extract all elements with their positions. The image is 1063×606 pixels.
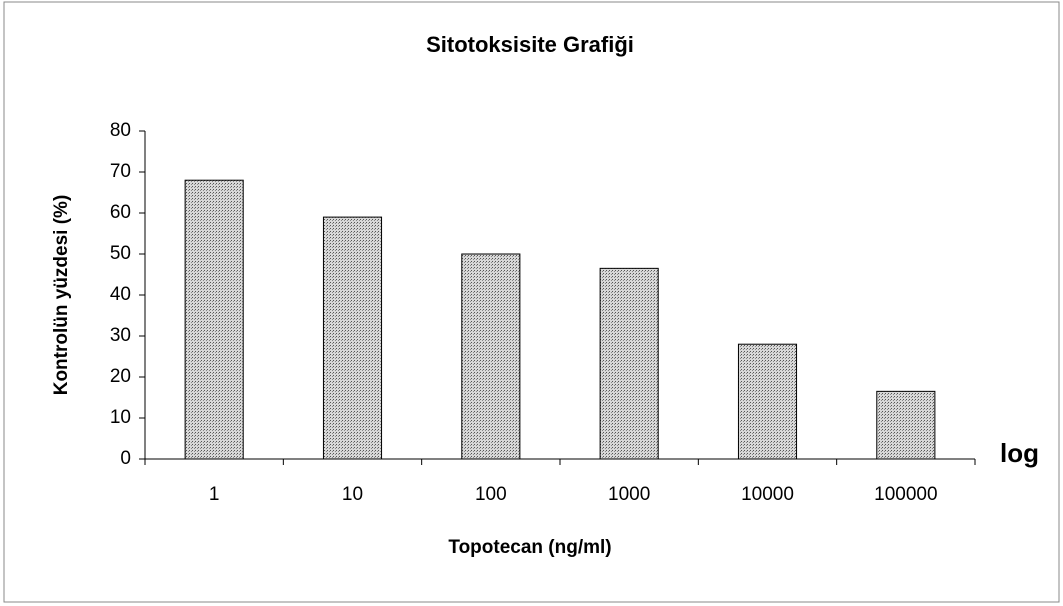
y-tick-label: 40 <box>110 284 131 305</box>
x-tick-label: 1 <box>209 484 220 505</box>
bar <box>876 390 936 460</box>
x-tick-label: 10 <box>342 484 363 505</box>
y-tick-label: 10 <box>110 407 131 428</box>
bar <box>599 267 659 460</box>
y-tick-label: 60 <box>110 202 131 223</box>
bar <box>184 179 244 460</box>
bar <box>737 343 798 460</box>
y-tick-label: 30 <box>110 325 131 346</box>
chart-frame <box>3 1 1060 603</box>
annotation: log <box>1000 438 1039 468</box>
x-axis-label: Topotecan (ng/ml) <box>448 537 611 558</box>
x-tick-label: 10000 <box>741 484 794 505</box>
y-tick-label: 80 <box>110 120 131 141</box>
y-axis-label: Kontrolün yüzdesi (%) <box>51 195 72 396</box>
x-tick-label: 100000 <box>874 484 937 505</box>
chart-title: Sitotoksisite Grafiği <box>426 32 634 57</box>
bar <box>461 253 521 460</box>
y-tick-label: 70 <box>110 161 131 182</box>
y-tick-label: 0 <box>120 448 131 469</box>
bar <box>322 216 383 460</box>
y-tick-label: 20 <box>110 366 131 387</box>
x-tick-label: 100 <box>475 484 507 505</box>
y-tick-label: 50 <box>110 243 131 264</box>
x-tick-label: 1000 <box>608 484 650 505</box>
